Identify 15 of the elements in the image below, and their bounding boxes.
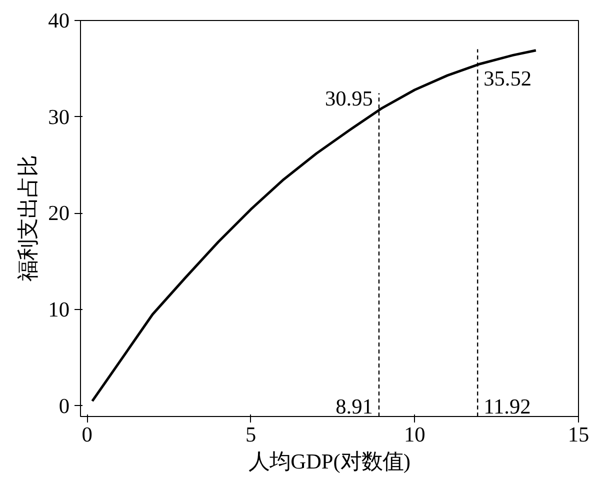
ref-line-label: 11.92 bbox=[484, 394, 531, 418]
y-tick-label: 20 bbox=[48, 201, 70, 226]
x-tick-label: 15 bbox=[568, 422, 590, 446]
annotation: 30.95 bbox=[324, 86, 373, 111]
y-tick-label: 40 bbox=[48, 8, 70, 32]
y-tick-label: 0 bbox=[58, 394, 70, 418]
y-tick-label: 30 bbox=[48, 104, 70, 129]
annotation: 35.52 bbox=[484, 66, 532, 91]
x-tick-label: 0 bbox=[82, 422, 92, 446]
y-axis-title: 福利支出占比 bbox=[16, 156, 40, 282]
y-tick-label: 10 bbox=[48, 298, 70, 322]
ref-line-label: 8.91 bbox=[336, 394, 373, 418]
x-tick-label: 10 bbox=[404, 422, 426, 446]
x-tick-label: 5 bbox=[246, 422, 256, 446]
x-axis-title: 人均GDP(对数值) bbox=[248, 450, 410, 474]
